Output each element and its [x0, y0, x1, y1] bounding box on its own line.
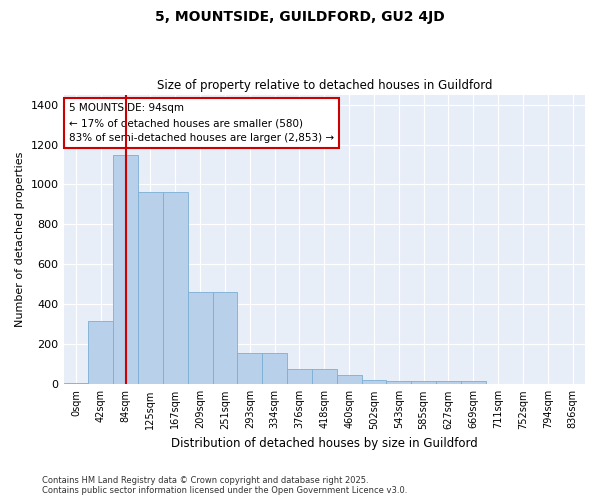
- Bar: [188, 292, 212, 384]
- Title: Size of property relative to detached houses in Guildford: Size of property relative to detached ho…: [157, 79, 492, 92]
- Bar: [163, 192, 188, 384]
- Bar: [337, 376, 362, 384]
- X-axis label: Distribution of detached houses by size in Guildford: Distribution of detached houses by size …: [171, 437, 478, 450]
- Bar: [212, 292, 238, 384]
- Bar: [238, 354, 262, 384]
- Text: 5, MOUNTSIDE, GUILDFORD, GU2 4JD: 5, MOUNTSIDE, GUILDFORD, GU2 4JD: [155, 10, 445, 24]
- Y-axis label: Number of detached properties: Number of detached properties: [15, 152, 25, 327]
- Bar: [287, 370, 312, 384]
- Bar: [411, 382, 436, 384]
- Bar: [262, 354, 287, 384]
- Bar: [312, 370, 337, 384]
- Bar: [436, 382, 461, 384]
- Bar: [362, 380, 386, 384]
- Bar: [461, 382, 485, 384]
- Bar: [386, 382, 411, 384]
- Bar: [138, 192, 163, 384]
- Text: 5 MOUNTSIDE: 94sqm
← 17% of detached houses are smaller (580)
83% of semi-detach: 5 MOUNTSIDE: 94sqm ← 17% of detached hou…: [69, 103, 334, 143]
- Bar: [88, 322, 113, 384]
- Bar: [113, 154, 138, 384]
- Text: Contains HM Land Registry data © Crown copyright and database right 2025.
Contai: Contains HM Land Registry data © Crown c…: [42, 476, 407, 495]
